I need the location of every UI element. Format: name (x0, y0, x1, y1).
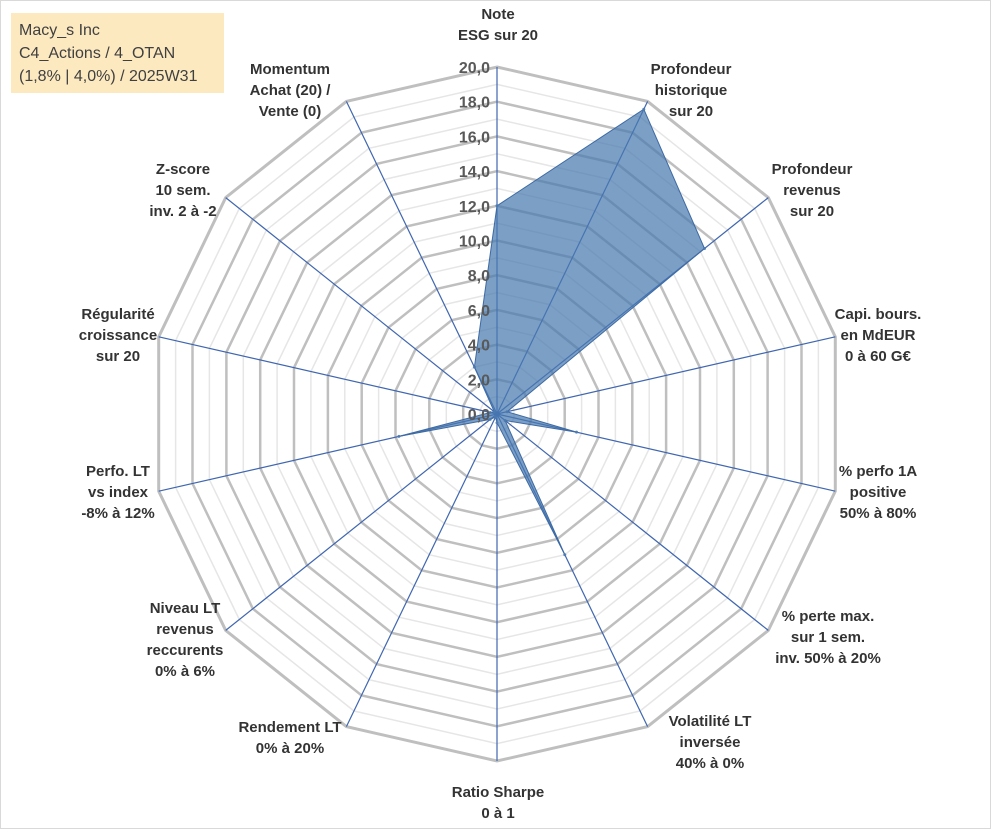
axis-label: Momentum Achat (20) / Vente (0) (250, 61, 332, 120)
series-point (495, 421, 499, 425)
axis-label: Perfo. LT vs index -8% à 12% (81, 463, 154, 522)
radar-axis-labels: Note ESG sur 20 Profondeur historique sur 20… (79, 6, 922, 822)
series-point (488, 411, 492, 414)
series-point (575, 430, 578, 434)
series-point (494, 415, 497, 419)
tick-label: 0,0 (468, 407, 490, 424)
series-point (703, 247, 706, 250)
tick-label: 2,0 (468, 372, 490, 389)
axis-label: Z-score 10 sem. inv. 2 à -2 (149, 161, 216, 220)
info-category: C4_Actions / 4_OTAN (19, 45, 176, 62)
series-point (503, 419, 507, 422)
tick-label: 8,0 (468, 268, 490, 285)
info-company-name: Macy_s Inc (19, 22, 100, 39)
axis-spoke (496, 336, 836, 415)
axis-label: Niveau LT revenus reccurents 0% à 6% (147, 600, 224, 680)
axis-spoke (496, 413, 769, 631)
tick-label: 18,0 (459, 95, 490, 112)
axis-label: Capi. bours. en MdEUR 0 à 60 G€ (835, 306, 922, 365)
tick-label: 14,0 (459, 164, 490, 181)
series-point (563, 553, 567, 557)
axis-label: Volatilité LT inversée 40% à 0% (669, 713, 752, 772)
series-point (495, 204, 499, 208)
radar-series (397, 107, 706, 557)
axis-spoke (225, 197, 498, 415)
info-period: (1,8% | 4,0%) / 2025W31 (19, 68, 198, 85)
axis-label: Ratio Sharpe 0 à 1 (452, 784, 545, 822)
tick-label: 6,0 (468, 303, 490, 320)
series-point (492, 410, 496, 414)
tick-label: 16,0 (459, 129, 490, 146)
radar-tick-labels: 0,0 2,0 4,0 6,0 8,0 10,0 12,0 14,0 16,0 18,0 20,0 (459, 60, 490, 424)
tick-label: 20,0 (459, 60, 490, 77)
axis-spoke (345, 101, 498, 415)
axis-label: Note ESG sur 20 (458, 6, 538, 44)
axis-label: % perte max. sur 1 sem. inv. 50% à 20% (775, 608, 881, 667)
axis-spoke (158, 336, 498, 415)
series-area (398, 108, 706, 555)
axis-label: Régularité croissance sur 20 (79, 306, 157, 365)
tick-label: 12,0 (459, 199, 490, 216)
series-point (488, 417, 492, 421)
axis-spoke (225, 413, 498, 631)
series-point (505, 410, 509, 414)
series-point (642, 107, 646, 111)
info-box: Macy_s Inc C4_Actions / 4_OTAN (1,8% | 4… (11, 13, 224, 93)
axis-label: Rendement LT 0% à 20% (238, 719, 341, 757)
tick-label: 4,0 (468, 338, 490, 355)
axis-label: Profondeur revenus sur 20 (772, 161, 853, 220)
axis-label: % perfo 1A positive 50% à 80% (839, 463, 918, 522)
series-point (472, 365, 476, 369)
tick-label: 10,0 (459, 234, 490, 251)
series-point (397, 434, 401, 438)
axis-label: Profondeur historique sur 20 (651, 61, 732, 120)
axis-spoke (345, 413, 498, 727)
